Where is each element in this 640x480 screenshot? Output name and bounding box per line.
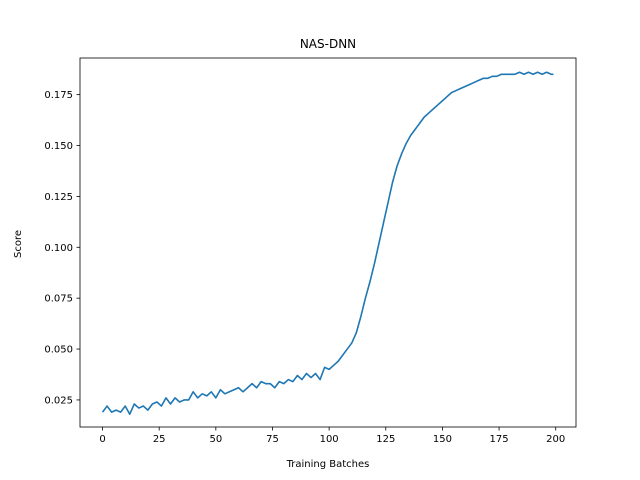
x-tick-label: 50 [209, 434, 222, 445]
y-tick-label: 0.050 [44, 345, 73, 356]
y-tick-label: 0.025 [44, 395, 73, 406]
x-tick-label: 75 [266, 434, 279, 445]
plot-frame [79, 57, 577, 428]
y-tick-label: 0.125 [44, 192, 73, 203]
y-tick-label: 0.100 [44, 243, 73, 254]
y-tick-label: 0.075 [44, 294, 73, 305]
chart-title: NAS-DNN [300, 37, 356, 51]
x-tick-label: 25 [153, 434, 166, 445]
y-axis-ticks: 0.025 0.050 0.075 0.100 0.125 0.150 0.175 [44, 90, 80, 406]
plot-area [79, 57, 577, 428]
x-tick-label: 100 [320, 434, 339, 445]
x-tick-label: 0 [99, 434, 105, 445]
x-tick-label: 200 [546, 434, 565, 445]
x-tick-label: 125 [376, 434, 395, 445]
y-tick-label: 0.150 [44, 141, 73, 152]
y-axis-label: Score [13, 230, 24, 258]
x-tick-label: 175 [490, 434, 509, 445]
series-line-0 [101, 71, 554, 415]
x-tick-label: 150 [433, 434, 452, 445]
y-tick-label: 0.175 [44, 90, 73, 101]
x-axis-ticks: 0 25 50 75 100 125 150 175 200 [99, 427, 565, 445]
x-axis-label: Training Batches [286, 459, 370, 470]
